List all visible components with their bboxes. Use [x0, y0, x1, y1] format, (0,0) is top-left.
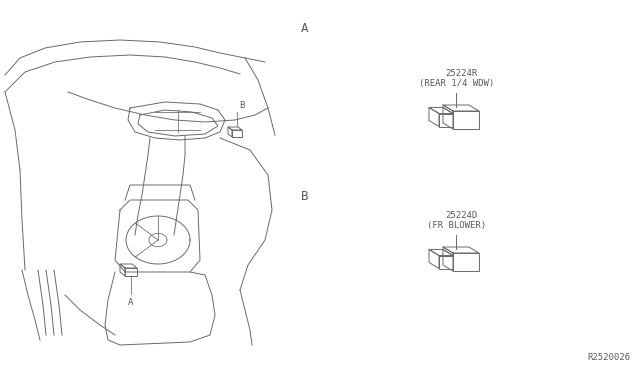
- Text: (REAR 1/4 WDW): (REAR 1/4 WDW): [419, 79, 495, 88]
- Text: (FR BLOWER): (FR BLOWER): [428, 221, 486, 230]
- Text: 25224R: 25224R: [445, 69, 477, 78]
- Text: A: A: [301, 22, 308, 35]
- Text: R2520026: R2520026: [587, 353, 630, 362]
- Text: 25224D: 25224D: [445, 211, 477, 220]
- Text: B: B: [239, 101, 244, 110]
- Text: A: A: [128, 298, 134, 307]
- Text: B: B: [301, 190, 308, 203]
